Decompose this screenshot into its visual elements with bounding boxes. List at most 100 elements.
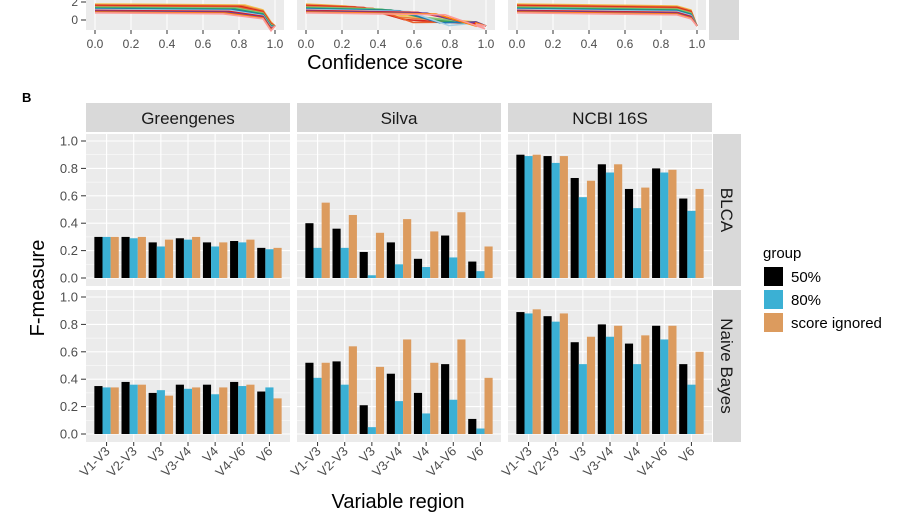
bar [668,325,677,434]
bar [137,236,146,278]
bar [660,339,669,434]
top-x-tick-label: 0.6 [617,37,634,51]
bar [110,387,119,434]
bar [332,361,341,434]
bar [94,386,103,434]
bar [624,343,634,434]
bar [305,362,314,434]
bar [305,223,314,278]
legend-title: group [763,245,801,262]
bar [321,362,330,434]
bar [578,364,587,434]
bar [633,364,642,434]
x-tick-label: V3-V4 [580,444,616,480]
legend-label: 80% [791,292,821,309]
bar [156,246,165,278]
bar [468,418,477,434]
facet-strip-column [508,103,712,132]
bar [137,384,146,434]
x-tick-label: V6 [676,444,698,466]
bar [633,208,642,278]
x-tick-label: V6 [465,444,487,466]
bar [532,309,541,434]
bar [524,156,533,278]
bar [559,156,568,278]
bar [348,346,357,434]
bar [484,377,493,434]
top-x-tick-label: 1.0 [689,37,706,51]
top-x-tick-label: 0.8 [231,37,248,51]
top-series-line [94,12,276,33]
top-x-tick-label: 0.4 [370,37,387,51]
bar [367,275,376,278]
x-tick-label: V2-V3 [315,444,351,480]
bar [192,236,201,278]
x-tick-label: V2-V3 [104,444,140,480]
top-x-axis-label: Confidence score [307,52,463,74]
y-tick-label: 0.2 [60,399,78,414]
legend-swatch [764,313,783,332]
top-series-lines [94,0,698,33]
y-tick-label: 0.4 [60,216,78,231]
bar [641,187,650,278]
top-x-tick-label: 0.0 [87,37,104,51]
top-panel-fragment: 0 2 0.0 0.2 0.4 0.6 0.8 1.0 0.0 0.2 0.4 0.6 0.8 1.0 0.… [71,0,739,74]
legend-swatch [764,267,783,286]
bar [430,231,439,278]
y-tick-label: 0.4 [60,372,78,387]
bar [340,247,349,278]
bar [175,384,184,434]
bar [597,324,606,434]
bar [273,398,282,434]
bar [183,388,193,434]
bar [164,239,174,278]
bar [219,387,228,434]
bar [551,321,560,434]
facet-strip-column-label: Silva [381,109,418,128]
bar [211,394,220,434]
y-tick-label: 0.8 [60,317,78,332]
legend-label: score ignored [791,315,882,332]
bar [532,154,541,278]
bar [484,246,493,278]
facet-strip-row [713,134,741,286]
top-x-tick-label: 0.8 [442,37,459,51]
bar [164,395,174,434]
bar [359,251,368,278]
facet-strip-column-label: Greengenes [141,109,235,128]
x-tick-label: V3-V4 [369,444,405,480]
bar [386,373,395,434]
top-strip-fragment [709,0,739,40]
bar [156,390,165,434]
bar [332,228,341,278]
top-x-tick-label: 0.4 [159,37,176,51]
bar [359,405,368,434]
facet-strip-row-label: BLCA [717,188,736,233]
bar [246,239,255,278]
bar [524,313,533,434]
top-x-tick-label: 0.4 [581,37,598,51]
bar [695,351,704,434]
bar [652,168,661,278]
x-tick-label: V1-V3 [77,444,113,480]
bar [516,154,525,278]
bar [468,261,477,278]
bar [441,364,450,434]
top-x-tick-label: 0.2 [123,37,140,51]
bar [375,232,385,278]
bar [257,391,266,434]
bar [413,392,423,434]
legend-label: 50% [791,269,821,286]
bar [624,188,634,278]
bar [641,335,650,434]
bar [449,257,458,278]
top-series-line [305,12,487,30]
top-x-tick-label: 0.6 [195,37,212,51]
bar [543,156,552,278]
bar [687,210,696,278]
top-series-line [516,12,698,27]
bar [551,162,560,278]
top-x-tick-label: 1.0 [478,37,495,51]
facet-strip-row [713,290,741,442]
